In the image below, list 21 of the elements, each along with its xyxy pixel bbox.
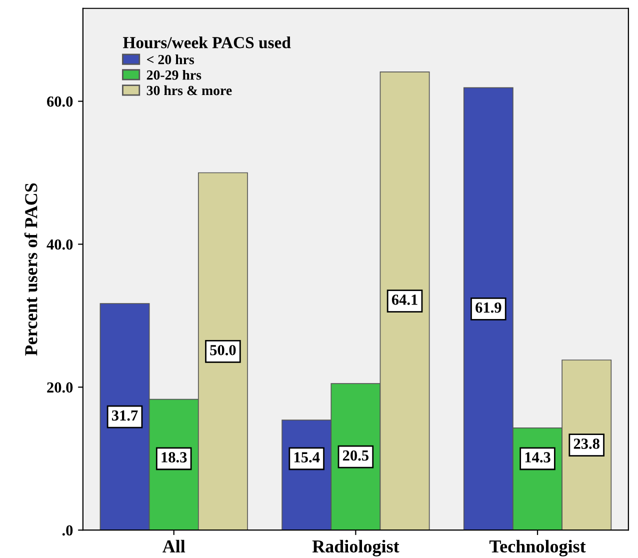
legend-label: 30 hrs & more (146, 85, 232, 96)
y-tick-label: 60.0 (47, 96, 73, 107)
x-tick-label: Technologist (489, 540, 586, 556)
data-label: 61.9 (476, 302, 502, 313)
data-label: 23.8 (574, 438, 600, 449)
y-tick-label: 20.0 (47, 382, 73, 393)
data-label: 31.7 (112, 410, 138, 421)
x-tick-label: All (162, 540, 186, 552)
data-label: 15.4 (294, 452, 320, 463)
data-label: 20.5 (342, 450, 368, 461)
data-label: 64.1 (392, 294, 418, 305)
legend-label: 20-29 hrs (146, 70, 202, 80)
data-label: 50.0 (210, 344, 236, 356)
x-tick-label: Radiologist (312, 540, 400, 556)
y-axis-title: Percent users of PACS (24, 183, 38, 356)
legend-label: < 20 hrs (147, 54, 194, 64)
y-tick-label: .0 (62, 525, 73, 536)
data-label: 14.3 (525, 452, 550, 463)
y-tick-label: 40.0 (46, 239, 73, 250)
legend-title: Hours/week PACS used (123, 36, 291, 48)
data-label: 18.3 (162, 452, 187, 463)
